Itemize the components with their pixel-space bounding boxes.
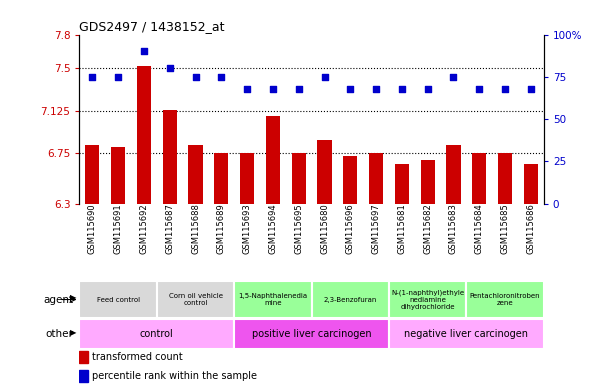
Point [242, 86, 252, 92]
Text: ▶: ▶ [70, 293, 76, 302]
Point [216, 74, 226, 80]
Bar [318, 141, 332, 204]
Text: GSM115687: GSM115687 [165, 204, 174, 254]
Point [165, 65, 175, 71]
Text: GSM115694: GSM115694 [268, 204, 277, 254]
Point [268, 86, 278, 92]
Text: Corn oil vehicle
control: Corn oil vehicle control [169, 293, 222, 306]
Text: GSM115686: GSM115686 [527, 204, 535, 254]
Point [191, 74, 200, 80]
Bar [137, 66, 151, 204]
Point [139, 48, 149, 55]
Text: GSM115688: GSM115688 [191, 204, 200, 254]
Bar [343, 156, 357, 204]
Text: GSM115691: GSM115691 [114, 204, 123, 254]
Point [500, 86, 510, 92]
Text: GSM115697: GSM115697 [371, 204, 381, 254]
Text: GSM115680: GSM115680 [320, 204, 329, 254]
Bar [312, 281, 389, 318]
Bar [466, 281, 544, 318]
Bar [79, 319, 234, 349]
Text: Feed control: Feed control [97, 296, 140, 303]
Text: Pentachloronitroben
zene: Pentachloronitroben zene [470, 293, 540, 306]
Point [397, 86, 407, 92]
Text: GSM115695: GSM115695 [295, 204, 303, 254]
Bar [111, 147, 125, 204]
Text: GSM115692: GSM115692 [139, 204, 148, 254]
Point [320, 74, 329, 80]
Text: GSM115689: GSM115689 [217, 204, 226, 254]
Bar [447, 145, 461, 204]
Bar [266, 116, 280, 204]
Text: negative liver carcinogen: negative liver carcinogen [404, 329, 529, 339]
Text: ▶: ▶ [70, 328, 76, 337]
Text: N-(1-naphthyl)ethyle
nediamine
dihydrochloride: N-(1-naphthyl)ethyle nediamine dihydroch… [391, 289, 464, 310]
Text: positive liver carcinogen: positive liver carcinogen [252, 329, 371, 339]
Bar [369, 153, 383, 204]
Text: 2,3-Benzofuran: 2,3-Benzofuran [324, 296, 377, 303]
Bar [188, 145, 203, 204]
Text: GSM115696: GSM115696 [346, 204, 355, 254]
Bar [234, 281, 312, 318]
Bar [420, 160, 435, 204]
Text: GSM115681: GSM115681 [397, 204, 406, 254]
Bar [214, 153, 229, 204]
Text: GSM115690: GSM115690 [88, 204, 97, 254]
Point [294, 86, 304, 92]
Point [113, 74, 123, 80]
Bar [79, 281, 157, 318]
Point [423, 86, 433, 92]
Bar [79, 370, 88, 382]
Text: control: control [140, 329, 174, 339]
Bar [395, 164, 409, 204]
Bar [524, 164, 538, 204]
Point [474, 86, 484, 92]
Bar [86, 145, 100, 204]
Text: GSM115682: GSM115682 [423, 204, 432, 254]
Text: GSM115684: GSM115684 [475, 204, 484, 254]
Point [371, 86, 381, 92]
Text: percentile rank within the sample: percentile rank within the sample [92, 371, 257, 381]
Bar [472, 153, 486, 204]
Text: GSM115685: GSM115685 [500, 204, 510, 254]
Bar [240, 153, 254, 204]
Text: GSM115683: GSM115683 [449, 204, 458, 254]
Text: other: other [45, 329, 73, 339]
Text: 1,5-Naphthalenedia
mine: 1,5-Naphthalenedia mine [238, 293, 307, 306]
Bar [389, 281, 466, 318]
Bar [79, 351, 88, 363]
Bar [498, 153, 512, 204]
Point [345, 86, 355, 92]
Point [526, 86, 536, 92]
Text: GDS2497 / 1438152_at: GDS2497 / 1438152_at [79, 20, 225, 33]
Text: GSM115693: GSM115693 [243, 204, 252, 254]
Bar [291, 153, 306, 204]
Point [87, 74, 97, 80]
Bar [163, 110, 177, 204]
Point [448, 74, 458, 80]
Text: transformed count: transformed count [92, 353, 183, 362]
Bar [234, 319, 389, 349]
Text: agent: agent [43, 295, 73, 305]
Bar [157, 281, 234, 318]
Bar [389, 319, 544, 349]
